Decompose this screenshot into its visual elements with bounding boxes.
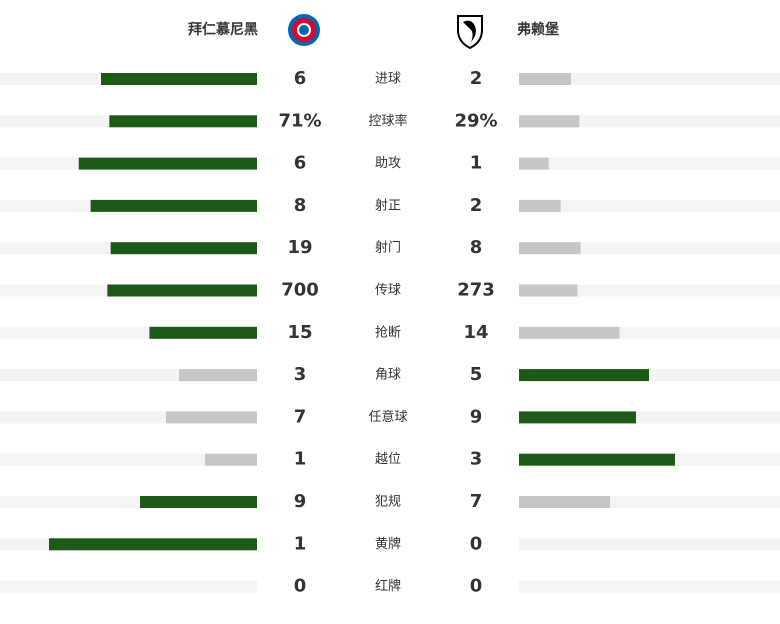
home-bar (166, 411, 257, 424)
away-bar (519, 73, 571, 85)
away-track (519, 115, 780, 128)
stat-label: 越位 (375, 452, 401, 467)
home-bar (205, 453, 257, 466)
away-logo (457, 15, 483, 50)
away-track (519, 580, 780, 593)
home-value: 3 (294, 364, 307, 385)
away-bar (519, 284, 578, 297)
away-track (519, 538, 780, 551)
away-value: 5 (470, 364, 483, 385)
away-value: 9 (470, 406, 483, 427)
away-value: 0 (470, 576, 483, 597)
home-value: 8 (294, 195, 307, 216)
away-bar (519, 411, 636, 424)
stat-label: 角球 (375, 368, 401, 383)
home-value: 15 (287, 322, 312, 343)
home-bar (49, 538, 257, 551)
home-bar (107, 284, 257, 297)
home-value: 71% (278, 110, 321, 131)
stat-label: 射门 (375, 240, 401, 256)
away-value: 14 (463, 322, 488, 343)
home-bar (110, 242, 257, 255)
home-logo (288, 14, 320, 46)
away-value: 1 (470, 153, 483, 174)
stat-label: 控球率 (368, 113, 407, 129)
home-bar (101, 73, 257, 85)
home-value: 1 (294, 449, 307, 470)
logo-center-dot (299, 25, 309, 35)
home-value: 0 (294, 576, 307, 597)
home-bar (78, 157, 257, 170)
away-bar (519, 496, 610, 508)
away-value: 7 (470, 491, 483, 512)
away-value: 29% (454, 110, 497, 131)
away-track (519, 73, 780, 85)
stat-label: 黄牌 (375, 536, 401, 552)
away-track (519, 284, 780, 297)
home-bar (149, 326, 257, 339)
stat-label: 红牌 (375, 578, 401, 594)
away-value: 273 (457, 280, 495, 301)
home-value: 1 (294, 533, 307, 554)
stat-label: 传球 (375, 283, 401, 298)
home-track (0, 580, 257, 593)
home-bar (109, 115, 257, 128)
home-value: 6 (294, 153, 307, 174)
home-bar (140, 496, 257, 508)
away-bar (519, 115, 580, 128)
home-value: 19 (287, 237, 312, 258)
away-value: 0 (470, 533, 483, 554)
away-bar (519, 453, 675, 466)
stat-label: 犯规 (375, 495, 401, 510)
away-value: 3 (470, 449, 483, 470)
logo-shield (457, 15, 483, 50)
away-team-name: 弗赖堡 (517, 21, 559, 38)
away-value: 8 (470, 237, 483, 258)
home-value: 700 (281, 280, 319, 301)
away-bar (519, 199, 561, 212)
stat-label: 射正 (375, 197, 401, 213)
away-track (519, 199, 780, 212)
home-bar (179, 369, 257, 382)
home-value: 7 (294, 406, 307, 427)
away-bar (519, 157, 549, 170)
away-track (519, 157, 780, 170)
away-value: 2 (470, 68, 483, 89)
home-bar (90, 199, 257, 212)
stat-label: 助攻 (375, 156, 401, 171)
away-bar (519, 369, 649, 382)
stat-label: 抢断 (375, 324, 401, 340)
stat-label: 任意球 (368, 409, 407, 425)
home-value: 6 (294, 68, 307, 89)
away-value: 2 (470, 195, 483, 216)
home-team-name: 拜仁慕尼黑 (188, 21, 258, 38)
away-bar (519, 242, 581, 255)
home-value: 9 (294, 491, 307, 512)
away-track (519, 242, 780, 255)
stat-label: 进球 (375, 72, 401, 87)
logo-raven (463, 20, 476, 42)
home-track (0, 453, 257, 466)
away-bar (519, 326, 620, 339)
